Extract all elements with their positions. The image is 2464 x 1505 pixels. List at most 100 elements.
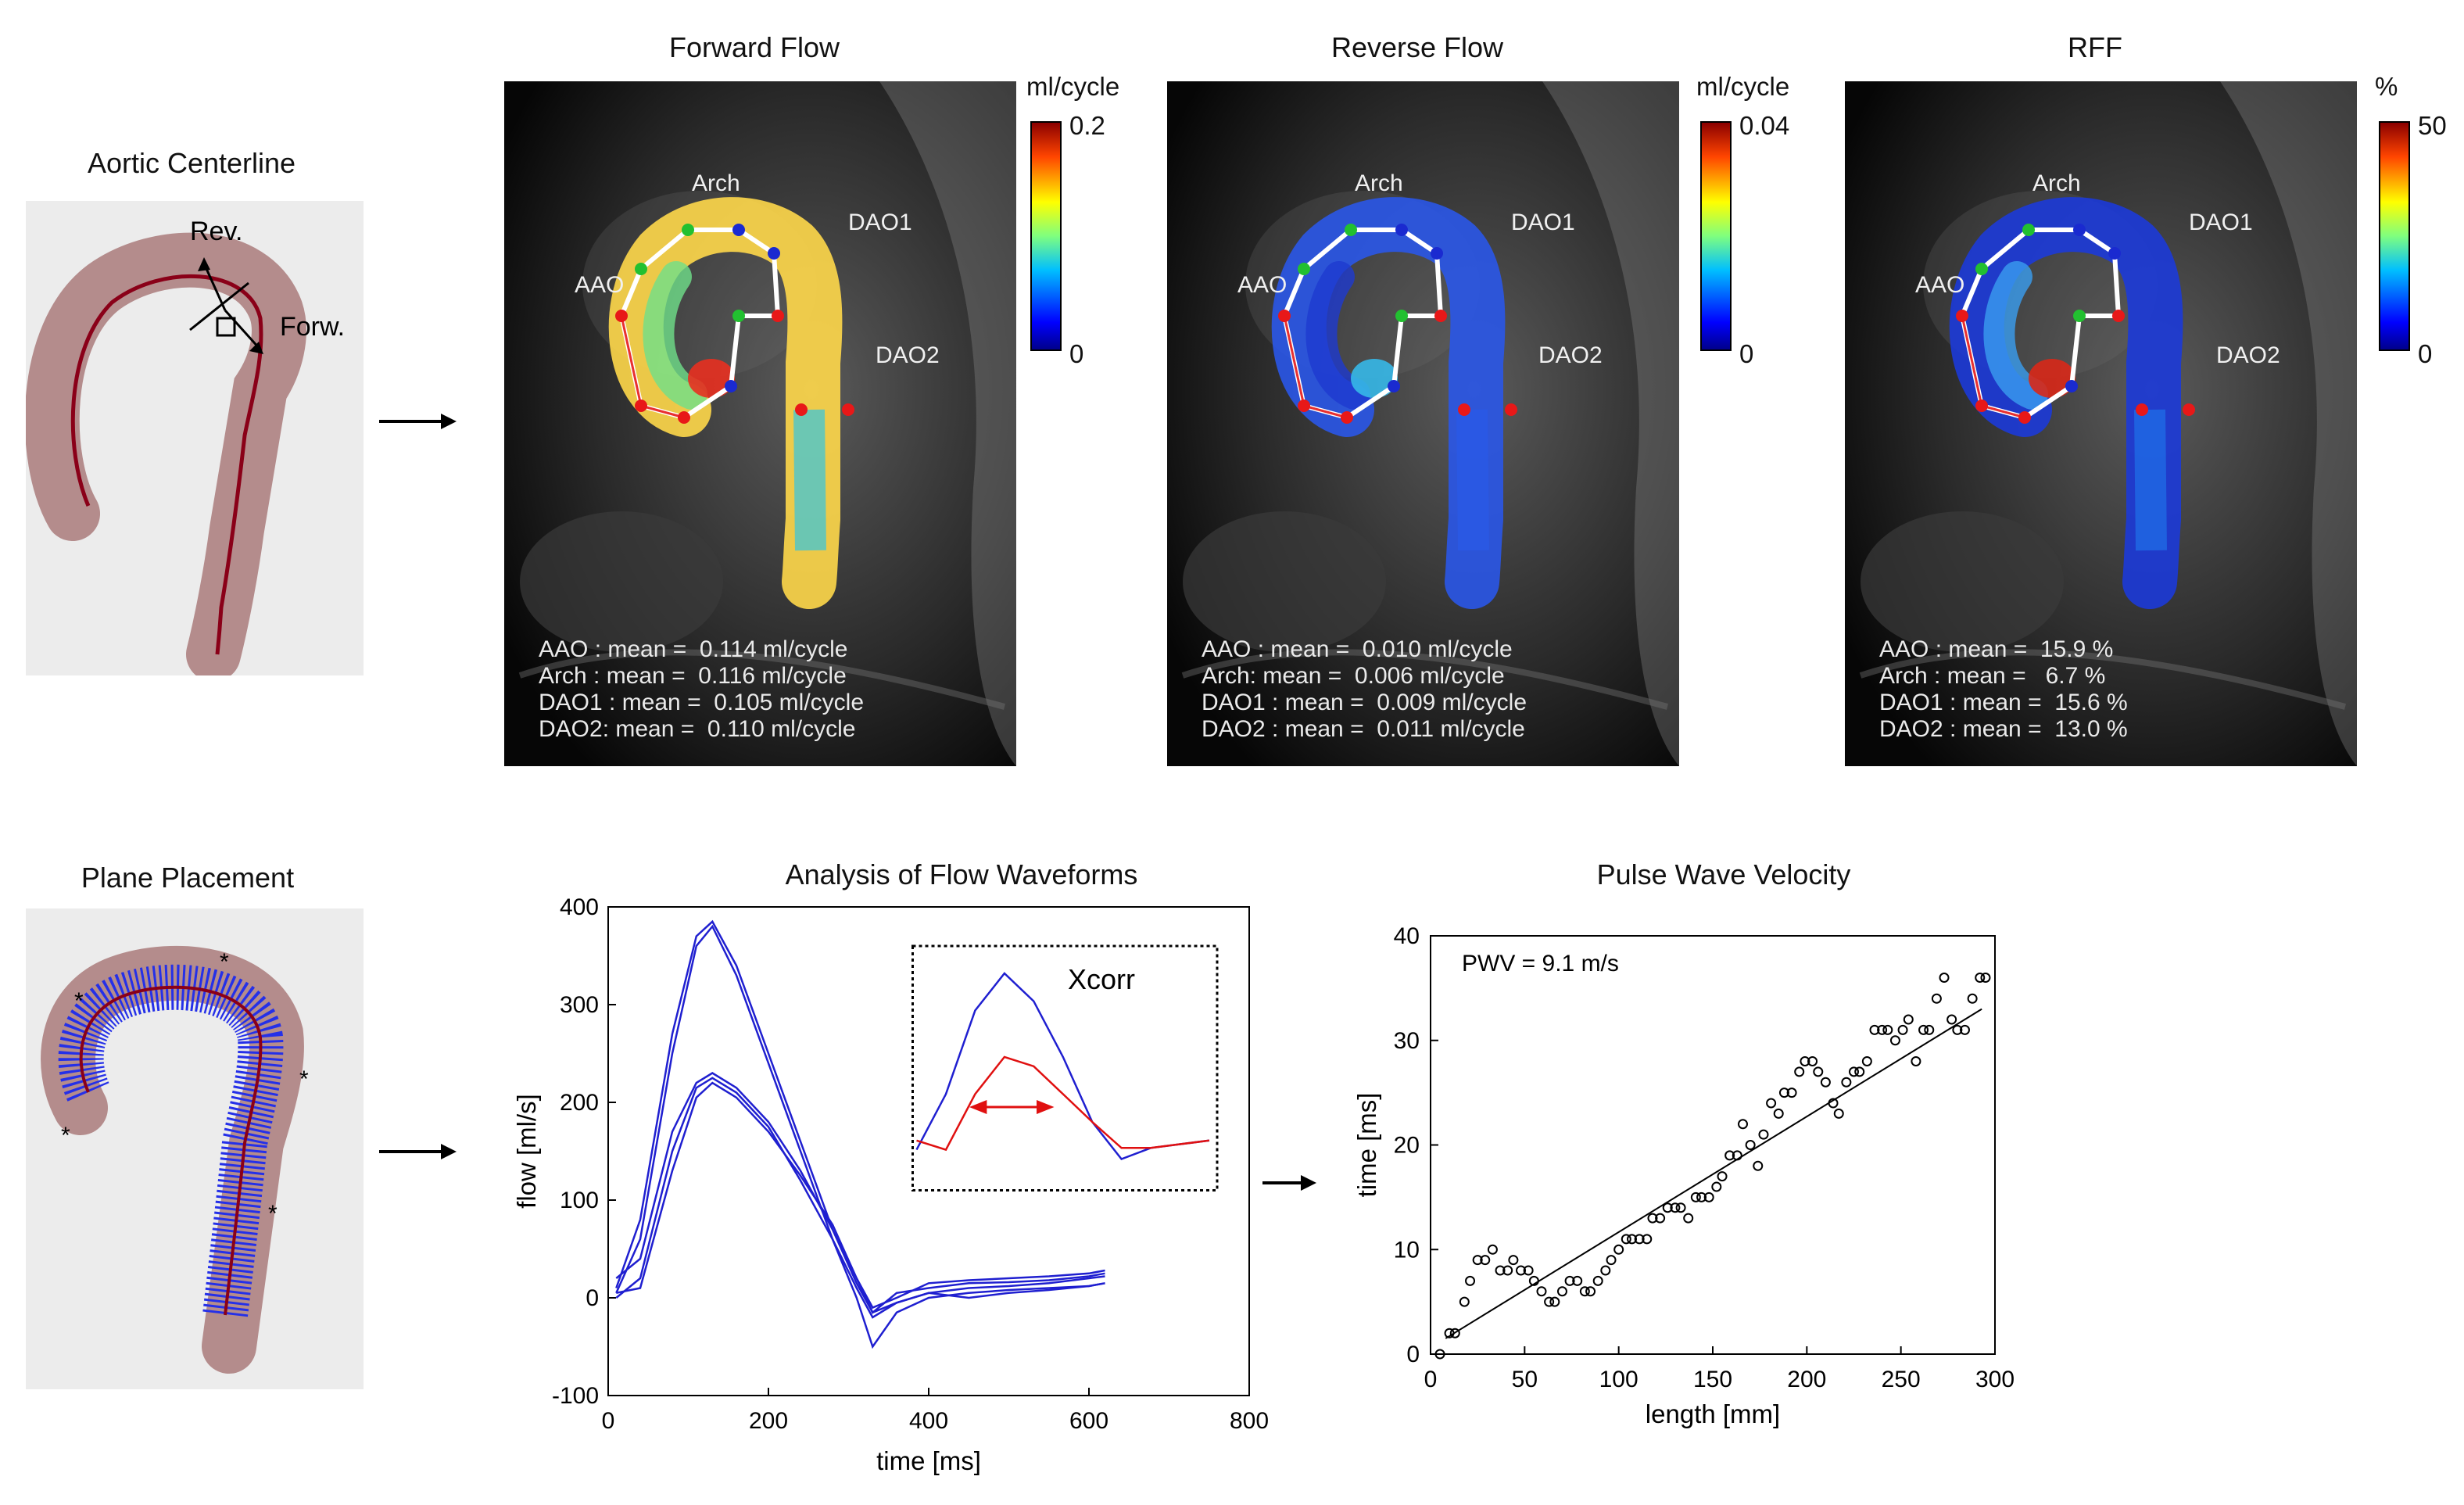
scatter-point — [1523, 1265, 1534, 1276]
pwv-annotation: PWV = 9.1 m/s — [1462, 951, 1619, 976]
scatter-point — [1579, 1286, 1590, 1297]
map-title: RFF — [2068, 31, 2122, 63]
colorbar-unit: ml/cycle — [1026, 72, 1120, 101]
colorbar-min: 0 — [1739, 339, 1754, 368]
scatter-point — [1946, 1014, 1957, 1025]
segment-label-arch: Arch — [2032, 170, 2081, 196]
scatter-point — [1813, 1066, 1824, 1077]
mri-map-1: Arch AAO DAO1 DAO2 AAO : mean = 0.114 ml/cyc… — [504, 81, 1016, 766]
x-tick-label: 100 — [1599, 1367, 1638, 1392]
colorbar — [1030, 121, 1062, 351]
plane-placement-title: Plane Placement — [81, 862, 295, 894]
x-tick-label: 0 — [1424, 1367, 1438, 1392]
series-line-wave1 — [615, 924, 1105, 1319]
aortic-centerline-title: Aortic Centerline — [87, 147, 296, 179]
scatter-point — [1732, 1150, 1742, 1161]
scatter-point — [1786, 1088, 1797, 1098]
scatter-point — [1465, 1275, 1476, 1286]
scatter-point — [1675, 1202, 1686, 1213]
map-stat-line: DAO2: mean = 0.110 ml/cycle — [539, 716, 856, 742]
scatter-point — [1939, 973, 1950, 983]
aortic-centerline-panel: Rev. Forw. — [24, 201, 364, 682]
scatter-point — [1889, 1035, 1900, 1046]
scatter-point — [1869, 1024, 1880, 1035]
map-stat-line: DAO1 : mean = 15.6 % — [1879, 690, 2128, 715]
scatter-point — [1975, 973, 1986, 983]
segment-label-arch: Arch — [692, 170, 740, 196]
waveforms-title: Analysis of Flow Waveforms — [785, 858, 1138, 890]
scatter-point — [1606, 1255, 1617, 1266]
map-stat-line: Arch : mean = 0.116 ml/cycle — [539, 663, 847, 689]
scatter-point — [1634, 1234, 1645, 1245]
scatter-point — [1549, 1296, 1560, 1307]
scatter-point — [1472, 1255, 1483, 1266]
y-tick-label: 400 — [560, 894, 599, 920]
centerline-path-2 — [79, 985, 263, 1316]
centerline-path — [70, 274, 263, 655]
y-axis-label: flow [ml/s] — [512, 1094, 541, 1209]
scatter-point — [1683, 1213, 1694, 1224]
colorbar-unit: % — [2375, 72, 2398, 101]
map-stat-line: AAO : mean = 15.9 % — [1879, 636, 2114, 662]
y-tick-label: 30 — [1394, 1028, 1420, 1054]
segment-label-aao: AAO — [1915, 272, 1964, 298]
map-title: Reverse Flow — [1330, 31, 1504, 63]
scatter-point — [1882, 1024, 1893, 1035]
x-tick-label: 800 — [1230, 1408, 1269, 1434]
colorbar — [1700, 121, 1732, 351]
scatter-point — [1931, 993, 1942, 1004]
scatter-point — [1690, 1191, 1701, 1202]
scatter-point — [1621, 1234, 1631, 1245]
scatter-point — [1745, 1140, 1756, 1150]
mri-map-3: Arch AAO DAO1 DAO2 AAO : mean = 15.9 % Arch :… — [1845, 81, 2357, 766]
x-tick-label: 200 — [1787, 1367, 1826, 1392]
scatter-point — [1613, 1244, 1624, 1255]
map-stat-line: DAO1 : mean = 0.009 ml/cycle — [1202, 690, 1527, 715]
mri-map-2: Arch AAO DAO1 DAO2 AAO : mean = 0.010 ml/cyc… — [1167, 81, 1679, 766]
y-tick-label: 200 — [560, 1090, 599, 1116]
lag-arrow-head — [1037, 1100, 1055, 1114]
scatter-point — [1959, 1024, 1970, 1035]
scatter-point — [1841, 1077, 1852, 1088]
scatter-point — [1794, 1066, 1805, 1077]
inset-line-red — [916, 1055, 1210, 1152]
segment-label-dao2: DAO2 — [1538, 342, 1603, 368]
y-tick-label: 0 — [586, 1285, 599, 1311]
scatter-point — [1820, 1077, 1831, 1088]
colorbar-max: 50 — [2418, 111, 2447, 140]
scatter-point — [1528, 1275, 1539, 1286]
colorbar — [2379, 121, 2410, 351]
map-stat-line: DAO1 : mean = 0.105 ml/cycle — [539, 690, 865, 715]
series-line-wave5 — [616, 1081, 1105, 1314]
series-line-wave3 — [615, 1077, 1105, 1349]
scatter-point — [1703, 1191, 1714, 1202]
scatter-point — [1952, 1024, 1963, 1035]
y-axis-label: time [ms] — [1352, 1093, 1381, 1198]
scatter-point — [1449, 1328, 1460, 1338]
scatter-point — [1854, 1066, 1865, 1077]
forw-arrow — [224, 309, 262, 351]
scatter-point — [1717, 1171, 1728, 1182]
y-tick-label: 40 — [1394, 923, 1420, 949]
map-stat-line: DAO2 : mean = 0.011 ml/cycle — [1202, 716, 1525, 742]
lag-arrow-head — [969, 1100, 987, 1114]
scatter-point — [1758, 1129, 1769, 1140]
scatter-point — [1911, 1056, 1921, 1066]
map-stat-line: AAO : mean = 0.114 ml/cycle — [539, 636, 848, 662]
scatter-point — [1572, 1275, 1583, 1286]
plot-frame — [1430, 935, 1996, 1355]
aorta-shape — [24, 232, 306, 682]
pwv-chart: 0 50 100 150 200 250 300 0 10 20 30 40 length [mm] ti… — [1352, 923, 2015, 1428]
inset-label: Xcorr — [1068, 963, 1135, 995]
star-marker: * — [74, 988, 84, 1014]
series-line-wave2 — [615, 919, 1105, 1310]
arrow-to-maps-icon — [379, 414, 457, 429]
plane-placement-illustration: * * * * * — [41, 945, 309, 1374]
colorbar-min: 0 — [1069, 339, 1084, 368]
scatter-point — [1828, 1098, 1839, 1109]
x-tick-label: 250 — [1882, 1367, 1921, 1392]
scatter-point — [1980, 973, 1991, 983]
scatter-point — [1487, 1244, 1498, 1255]
segment-label-dao1: DAO1 — [2189, 210, 2253, 235]
scatter-point — [1502, 1265, 1513, 1276]
